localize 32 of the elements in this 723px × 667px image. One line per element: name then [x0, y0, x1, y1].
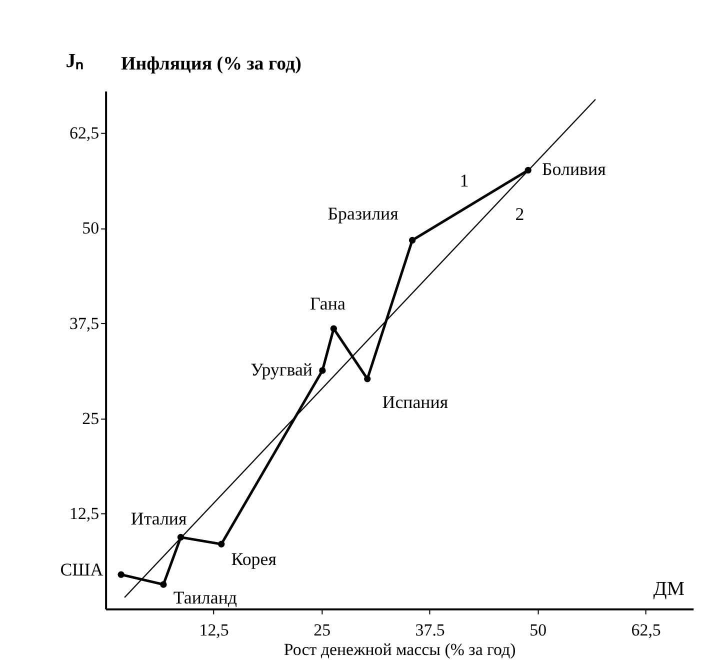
series-label: 1	[460, 170, 469, 190]
annotation: Уругвай	[250, 359, 313, 380]
annotation: ДМ	[653, 578, 685, 600]
y-tick-label: 62,5	[69, 123, 100, 142]
series-label: 2	[515, 204, 524, 224]
point	[364, 376, 371, 382]
x-axis-title: Рост денежной массы (% за год)	[284, 640, 516, 660]
x-tick-label: 62,5	[631, 620, 661, 640]
y-tick-label: 50	[82, 218, 100, 238]
point	[319, 367, 326, 374]
annotation: Италия	[130, 508, 187, 528]
y-tick-label: 37,5	[69, 314, 100, 333]
point	[218, 540, 225, 548]
y-tick-label: 12,5	[69, 504, 100, 524]
point	[160, 581, 167, 588]
x-tick-label: 12,5	[199, 620, 229, 640]
annotation: Бразилия	[328, 203, 398, 224]
annotation: США	[60, 560, 104, 580]
point	[408, 236, 416, 244]
text: Jₙ	[66, 50, 84, 72]
annotation: Таиланд	[173, 587, 238, 608]
annotation: Корея	[231, 549, 276, 570]
x-tick-label: 50	[530, 620, 547, 640]
point	[330, 325, 338, 332]
y-axis-title: Инфляция (% за год)	[121, 54, 302, 75]
point	[118, 571, 124, 578]
annotation: Испания	[382, 392, 448, 412]
annotation: Гана	[310, 294, 346, 314]
y-tick-label: 25	[82, 408, 100, 428]
x-tick-label: 25	[314, 620, 331, 640]
annotation: Боливия	[542, 159, 606, 180]
x-tick-label: 37.5	[415, 620, 445, 640]
